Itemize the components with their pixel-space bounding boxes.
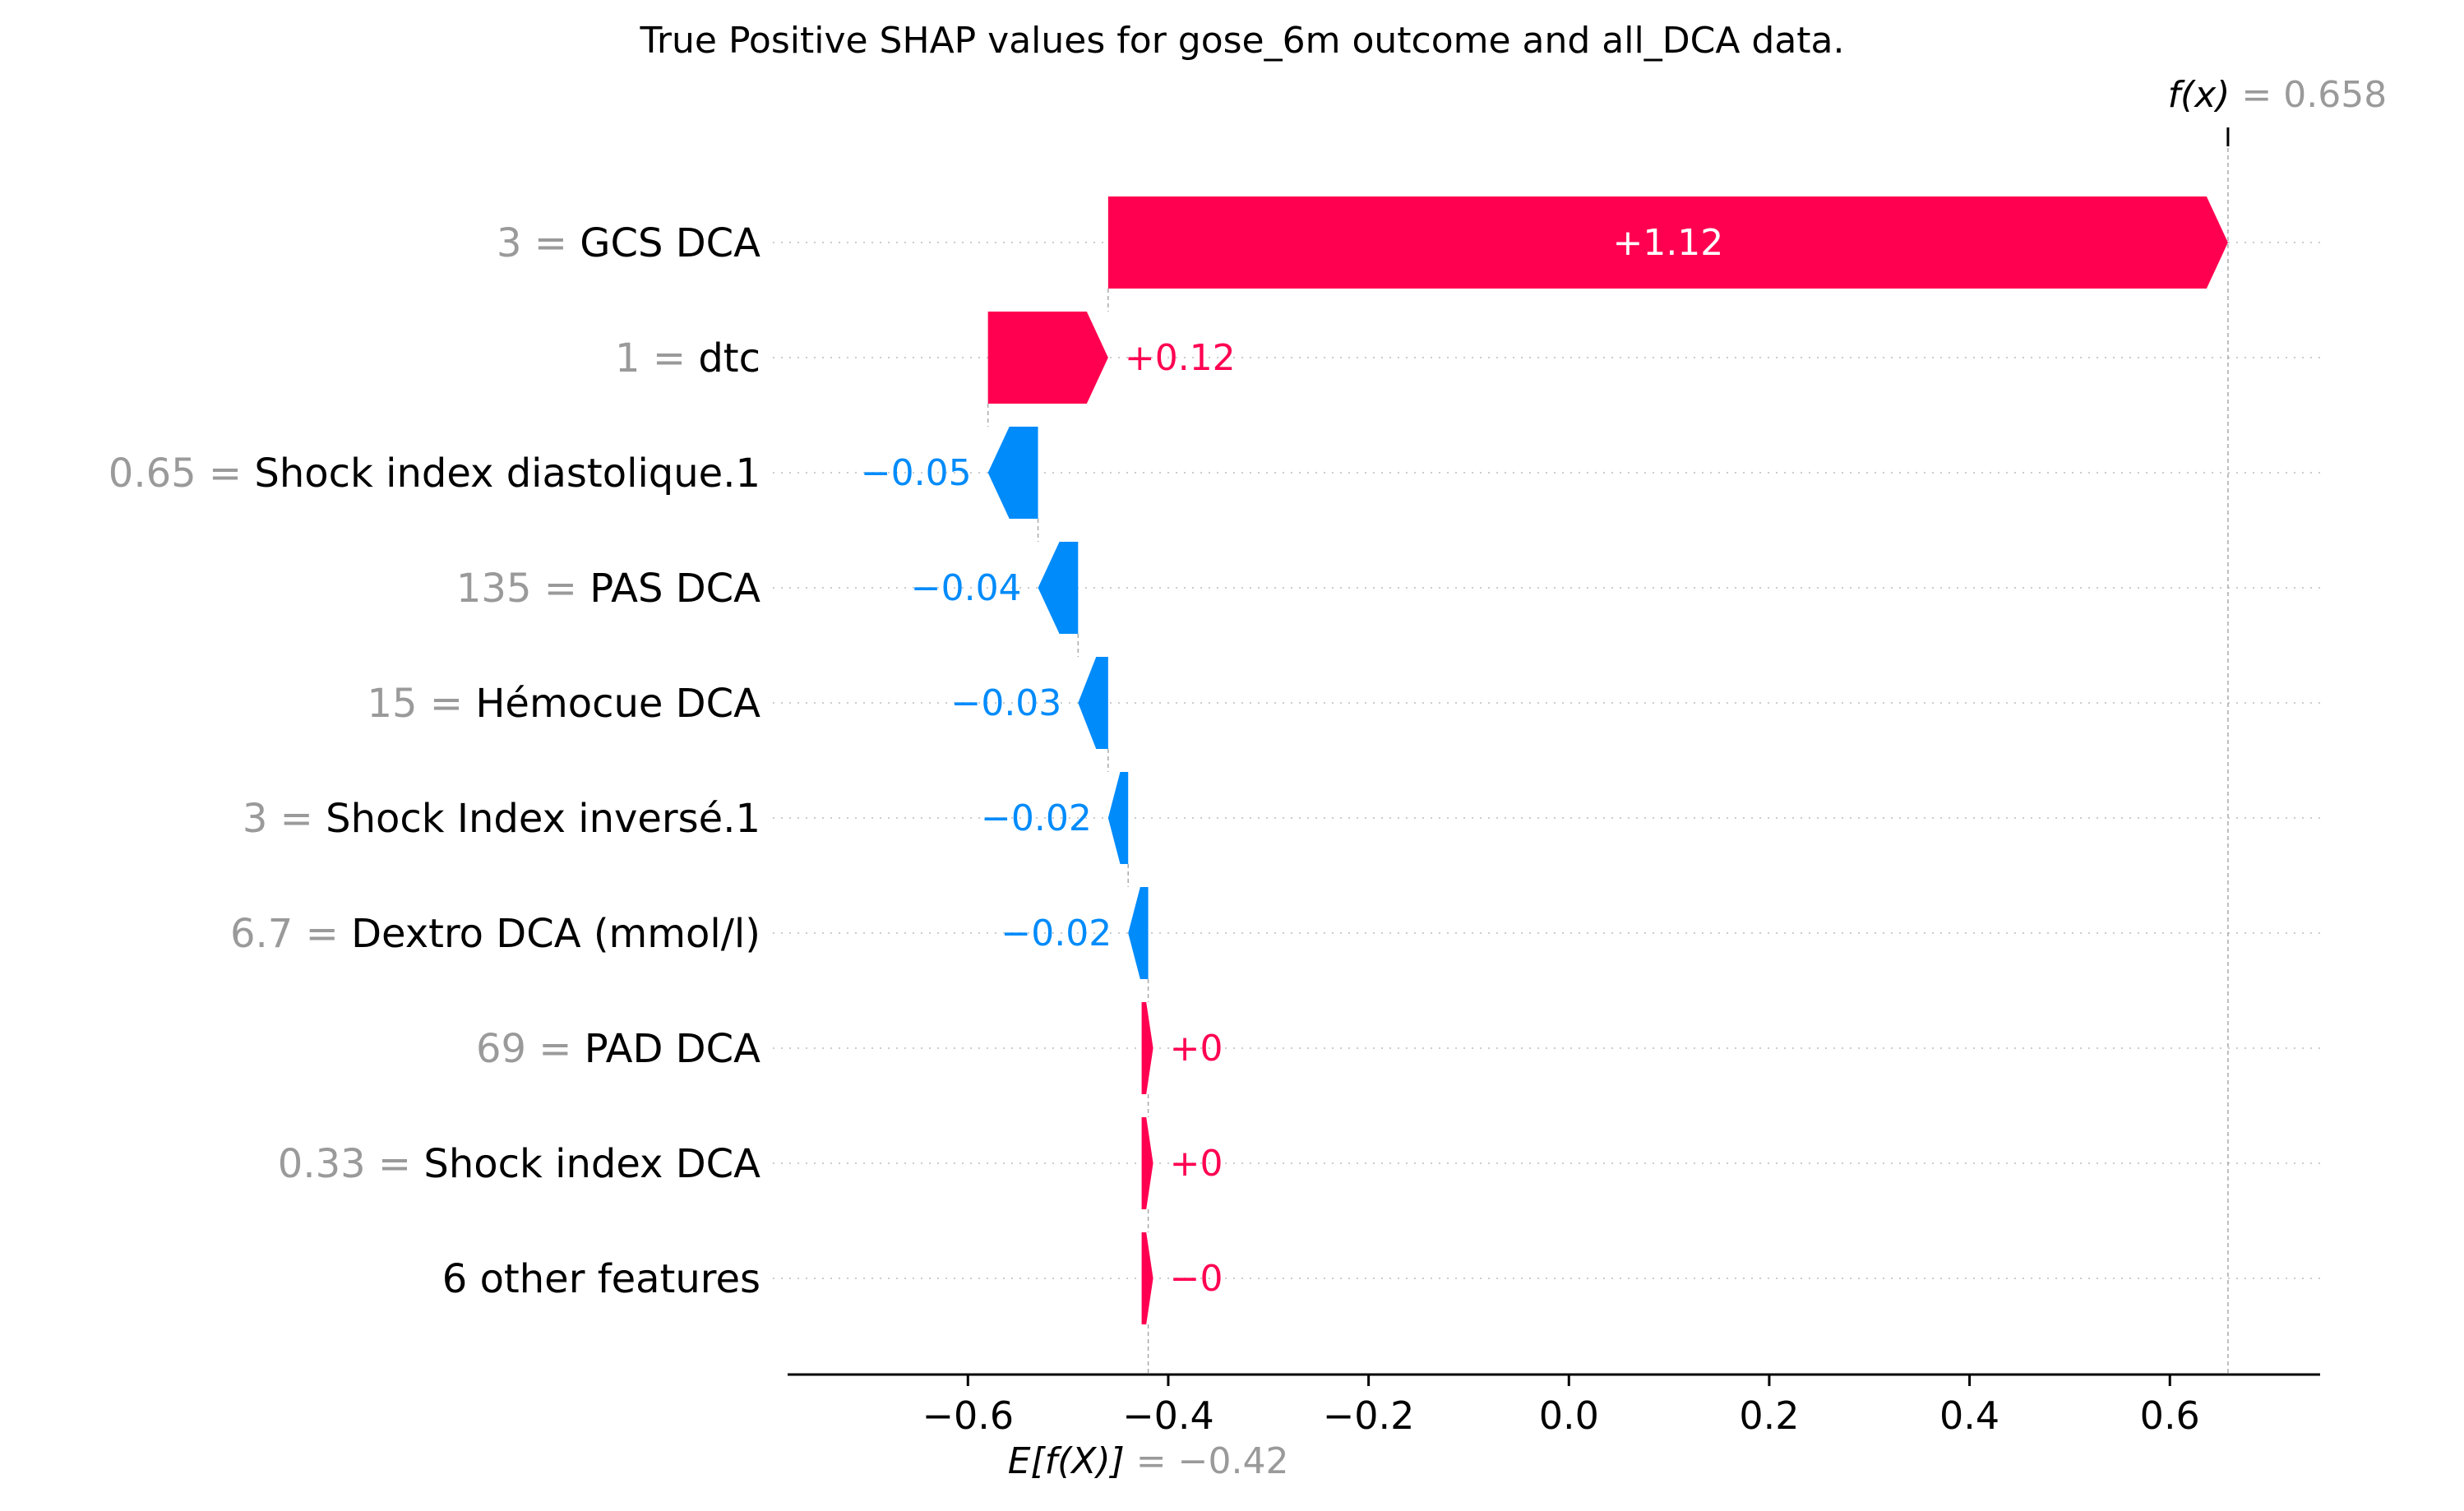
feature-label: 6 other features	[442, 1256, 760, 1302]
bar-value-label: −0.05	[861, 452, 972, 494]
feature-value: 6.7 =	[230, 911, 351, 957]
x-tick-label: 0.0	[1539, 1393, 1599, 1438]
x-axis: −0.6 −0.4 −0.2 0.0 0.2 0.4 0.6	[788, 1373, 2320, 1438]
feature-value: 15 =	[368, 681, 476, 727]
feature-name: dtc	[698, 335, 760, 381]
chart-title: True Positive SHAP values for gose_6m ou…	[640, 20, 1845, 62]
x-tick-label: −0.4	[1122, 1393, 1214, 1438]
feature-value: 3 =	[497, 220, 580, 266]
bar-value-label: −0.02	[981, 797, 1092, 839]
x-tick-label: 0.2	[1739, 1393, 1799, 1438]
feature-label: 3 = GCS DCA	[497, 220, 760, 266]
feature-name: GCS DCA	[580, 220, 760, 266]
final-value-annotation: f(x) = 0.658	[2168, 74, 2388, 116]
waterfall-bar	[1038, 542, 1079, 634]
waterfall-bar	[987, 427, 1038, 519]
feature-labels: 3 = GCS DCA 1 = dtc 0.65 = Shock index dia…	[109, 220, 760, 1302]
feature-label: 1 = dtc	[615, 335, 760, 381]
bar-value-label: +0	[1170, 1028, 1223, 1070]
bar-value-label: −0	[1170, 1258, 1223, 1300]
waterfall-bar	[1128, 887, 1149, 979]
feature-name: Hémocue DCA	[475, 681, 760, 727]
feature-name: Dextro DCA (mmol/l)	[351, 911, 760, 957]
feature-label: 15 = Hémocue DCA	[368, 681, 761, 727]
waterfall-bar	[1107, 772, 1129, 864]
bars: +1.12 +0.12 −0.05 −0.04 −0.03 −0.02 −0.02 +0 +0 −…	[861, 196, 2228, 1324]
feature-value: 1 =	[615, 335, 698, 381]
base-value-annotation: E[f(X)] = −0.42	[1008, 1440, 1289, 1482]
feature-label: 69 = PAD DCA	[476, 1026, 760, 1072]
feature-name: Shock Index inversé.1	[326, 796, 760, 842]
waterfall-bar	[1141, 1232, 1153, 1324]
waterfall-bar	[1078, 657, 1108, 749]
bar-value-label: −0.02	[1001, 913, 1112, 954]
feature-name: PAD DCA	[585, 1026, 760, 1072]
annotations: E[f(X)] = −0.42 f(x) = 0.658	[1008, 74, 2388, 1482]
base-value-main: E[f(X)]	[1008, 1440, 1125, 1482]
x-tick-label: −0.2	[1323, 1393, 1415, 1438]
feature-label: 135 = PAS DCA	[456, 566, 760, 612]
feature-label: 0.65 = Shock index diastolique.1	[109, 451, 760, 497]
feature-name: 6 other features	[442, 1256, 760, 1302]
bar-connectors	[987, 127, 2230, 1375]
feature-value: 69 =	[476, 1026, 585, 1072]
waterfall-bar	[1107, 196, 2228, 289]
bar-value-label: −0.03	[950, 682, 1061, 724]
feature-value: 0.33 =	[278, 1141, 424, 1187]
final-value-main: f(x)	[2168, 74, 2231, 116]
bar-value-label: +0	[1170, 1143, 1223, 1185]
feature-name: Shock index diastolique.1	[254, 451, 760, 497]
bar-value-label: +0.12	[1125, 337, 1236, 379]
waterfall-bar	[987, 312, 1108, 404]
x-tick-label: 0.6	[2140, 1393, 2200, 1438]
waterfall-bar	[1141, 1002, 1153, 1094]
base-value-number: = −0.42	[1125, 1440, 1289, 1482]
feature-name: Shock index DCA	[423, 1141, 760, 1187]
feature-label: 0.33 = Shock index DCA	[278, 1141, 760, 1187]
waterfall-bar	[1141, 1117, 1153, 1209]
bar-value-label: −0.04	[911, 567, 1022, 609]
x-tick-label: −0.6	[922, 1393, 1014, 1438]
bar-value-label: +1.12	[1612, 222, 1723, 264]
feature-value: 0.65 =	[109, 451, 255, 497]
feature-value: 3 =	[243, 796, 326, 842]
feature-label: 3 = Shock Index inversé.1	[243, 796, 760, 842]
feature-name: PAS DCA	[589, 566, 760, 612]
x-tick-label: 0.4	[1939, 1393, 1999, 1438]
feature-value: 135 =	[456, 566, 589, 612]
final-value-number: = 0.658	[2230, 74, 2387, 116]
feature-label: 6.7 = Dextro DCA (mmol/l)	[230, 911, 760, 957]
